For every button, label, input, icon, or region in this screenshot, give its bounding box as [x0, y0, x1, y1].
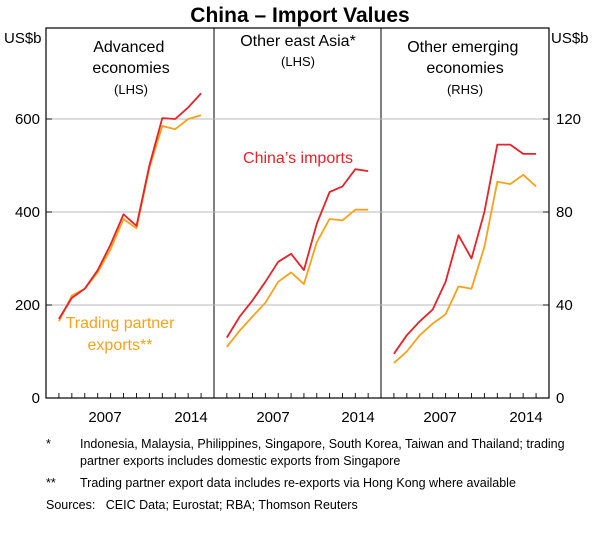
- right-tick-label-0: 0: [556, 390, 564, 407]
- x-tick-label-2007-panel-3: 2007: [423, 409, 456, 426]
- imports-label: China’s imports: [243, 150, 353, 167]
- x-tick-label-2014-panel-2: 2014: [341, 409, 374, 426]
- left-tick-label-400: 400: [15, 204, 40, 221]
- panel-2-exports-line: [226, 208, 369, 348]
- panel-2-subtitle: (LHS): [281, 54, 315, 69]
- panel-1-subtitle: (LHS): [114, 82, 148, 97]
- footnote-2-mark: **: [46, 476, 56, 490]
- exports-label-line-1: Trading partner: [66, 315, 175, 332]
- panel-1-title: Advanced: [93, 39, 164, 56]
- left-tick-label-0: 0: [32, 390, 40, 407]
- series-layer: [58, 92, 537, 364]
- right-tick-label-80: 80: [556, 204, 573, 221]
- chart-title: China – Import Values: [190, 4, 409, 27]
- left-axis-unit: US$b: [4, 30, 42, 47]
- panel-1-title-line-2: economies: [92, 60, 169, 77]
- panel-3-imports-line: [393, 143, 537, 355]
- footnote-1: * Indonesia, Malaysia, Philippines, Sing…: [46, 436, 586, 470]
- footnote-2-text: Trading partner export data includes re-…: [80, 476, 516, 490]
- panel-2-imports-line: [226, 168, 369, 339]
- right-tick-label-120: 120: [556, 111, 581, 128]
- plot-frame: [45, 27, 550, 399]
- panel-1-title-line-1: Advanced economies: [92, 39, 169, 77]
- axis-ticks: [46, 118, 549, 399]
- footnote-1-mark: *: [46, 437, 51, 451]
- panel-3-title-line-1: Other emerging economies: [407, 39, 523, 77]
- panel-3-exports-line: [393, 173, 537, 364]
- panel-3-title: Other emerging: [407, 39, 518, 56]
- left-tick-label-200: 200: [15, 297, 40, 314]
- x-tick-label-2007-panel-1: 2007: [88, 409, 121, 426]
- x-tick-label-2014-panel-1: 2014: [174, 409, 207, 426]
- right-tick-label-40: 40: [556, 297, 573, 314]
- footnote-1-text: Indonesia, Malaysia, Philippines, Singap…: [80, 437, 565, 468]
- panel-2-title: Other east Asia*: [240, 33, 356, 50]
- left-tick-label-600: 600: [15, 111, 40, 128]
- right-axis-unit: US$b: [551, 30, 589, 47]
- x-tick-label-2007-panel-2: 2007: [256, 409, 289, 426]
- sources: Sources: CEIC Data; Eurostat; RBA; Thoms…: [46, 498, 358, 512]
- exports-label-line-2: exports**: [88, 337, 153, 354]
- panel-1-imports-line: [58, 92, 202, 320]
- footnote-2: ** Trading partner export data includes …: [46, 475, 586, 492]
- x-tick-label-2014-panel-3: 2014: [509, 409, 542, 426]
- panel-1-exports-line: [58, 114, 202, 322]
- gridlines: [46, 118, 549, 306]
- footnotes: * Indonesia, Malaysia, Philippines, Sing…: [46, 436, 586, 514]
- panel-3-subtitle: (RHS): [447, 82, 483, 97]
- panel-3-title-line-2: economies: [426, 60, 503, 77]
